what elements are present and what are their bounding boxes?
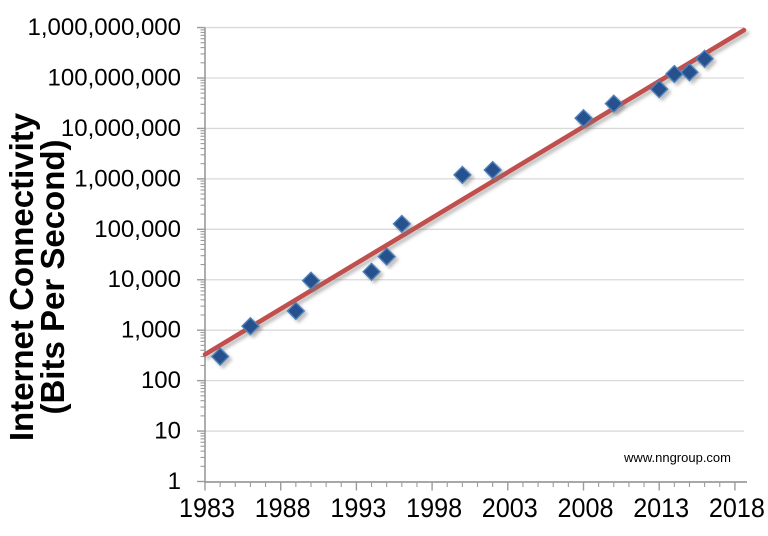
watermark-text: www.nngroup.com xyxy=(623,450,731,465)
data-points xyxy=(210,49,715,366)
data-point-diamond xyxy=(574,108,593,128)
y-tick-label: 1 xyxy=(168,468,181,495)
y-tick-label: 10 xyxy=(154,418,181,445)
data-point-diamond xyxy=(210,347,230,366)
trend-line xyxy=(202,27,747,357)
y-tick-label: 100 xyxy=(141,367,181,394)
y-axis-title-line1: Internet Connectivity xyxy=(3,112,40,441)
data-point-diamond xyxy=(301,271,321,291)
data-point-diamond xyxy=(604,94,624,114)
x-tick-label: 1983 xyxy=(179,493,235,523)
data-point-diamond xyxy=(452,165,472,185)
data-point-diamond xyxy=(483,160,503,180)
x-tick-label: 2013 xyxy=(633,493,689,523)
axes xyxy=(197,26,747,491)
x-tick-label: 2018 xyxy=(709,493,765,523)
data-point-diamond xyxy=(392,214,412,234)
y-tick-label: 10,000 xyxy=(108,266,181,293)
x-tick-label: 2003 xyxy=(482,493,538,523)
y-tick-label: 100,000,000 xyxy=(48,64,181,91)
data-point-diamond xyxy=(649,79,669,99)
data-point-diamond xyxy=(680,62,699,82)
x-tick-label: 1993 xyxy=(330,493,386,523)
x-tick-label: 1998 xyxy=(406,493,462,523)
data-point-diamond xyxy=(362,262,381,282)
data-point-diamond xyxy=(241,316,260,336)
y-axis-title: Internet Connectivity (Bits Per Second) xyxy=(3,112,71,441)
data-point-diamond xyxy=(377,247,397,266)
data-point-diamond xyxy=(695,49,715,69)
x-tick-label: 2008 xyxy=(558,493,614,523)
x-tick-label: 1988 xyxy=(255,493,311,523)
tick-labels: 1 10 100 1,000 10,000 100,000 1,000,000 10,000,… xyxy=(28,14,765,523)
y-tick-label: 1,000,000,000 xyxy=(28,14,181,41)
gridlines xyxy=(205,26,744,432)
y-axis-title-line2: (Bits Per Second) xyxy=(34,139,71,414)
y-tick-label: 10,000,000 xyxy=(61,115,181,142)
data-point-diamond xyxy=(664,64,684,84)
y-tick-label: 1,000,000 xyxy=(74,165,181,192)
y-tick-label: 100,000 xyxy=(94,216,181,243)
data-point-diamond xyxy=(286,301,306,321)
trend-line-group xyxy=(202,27,747,357)
y-tick-label: 1,000 xyxy=(121,317,181,344)
